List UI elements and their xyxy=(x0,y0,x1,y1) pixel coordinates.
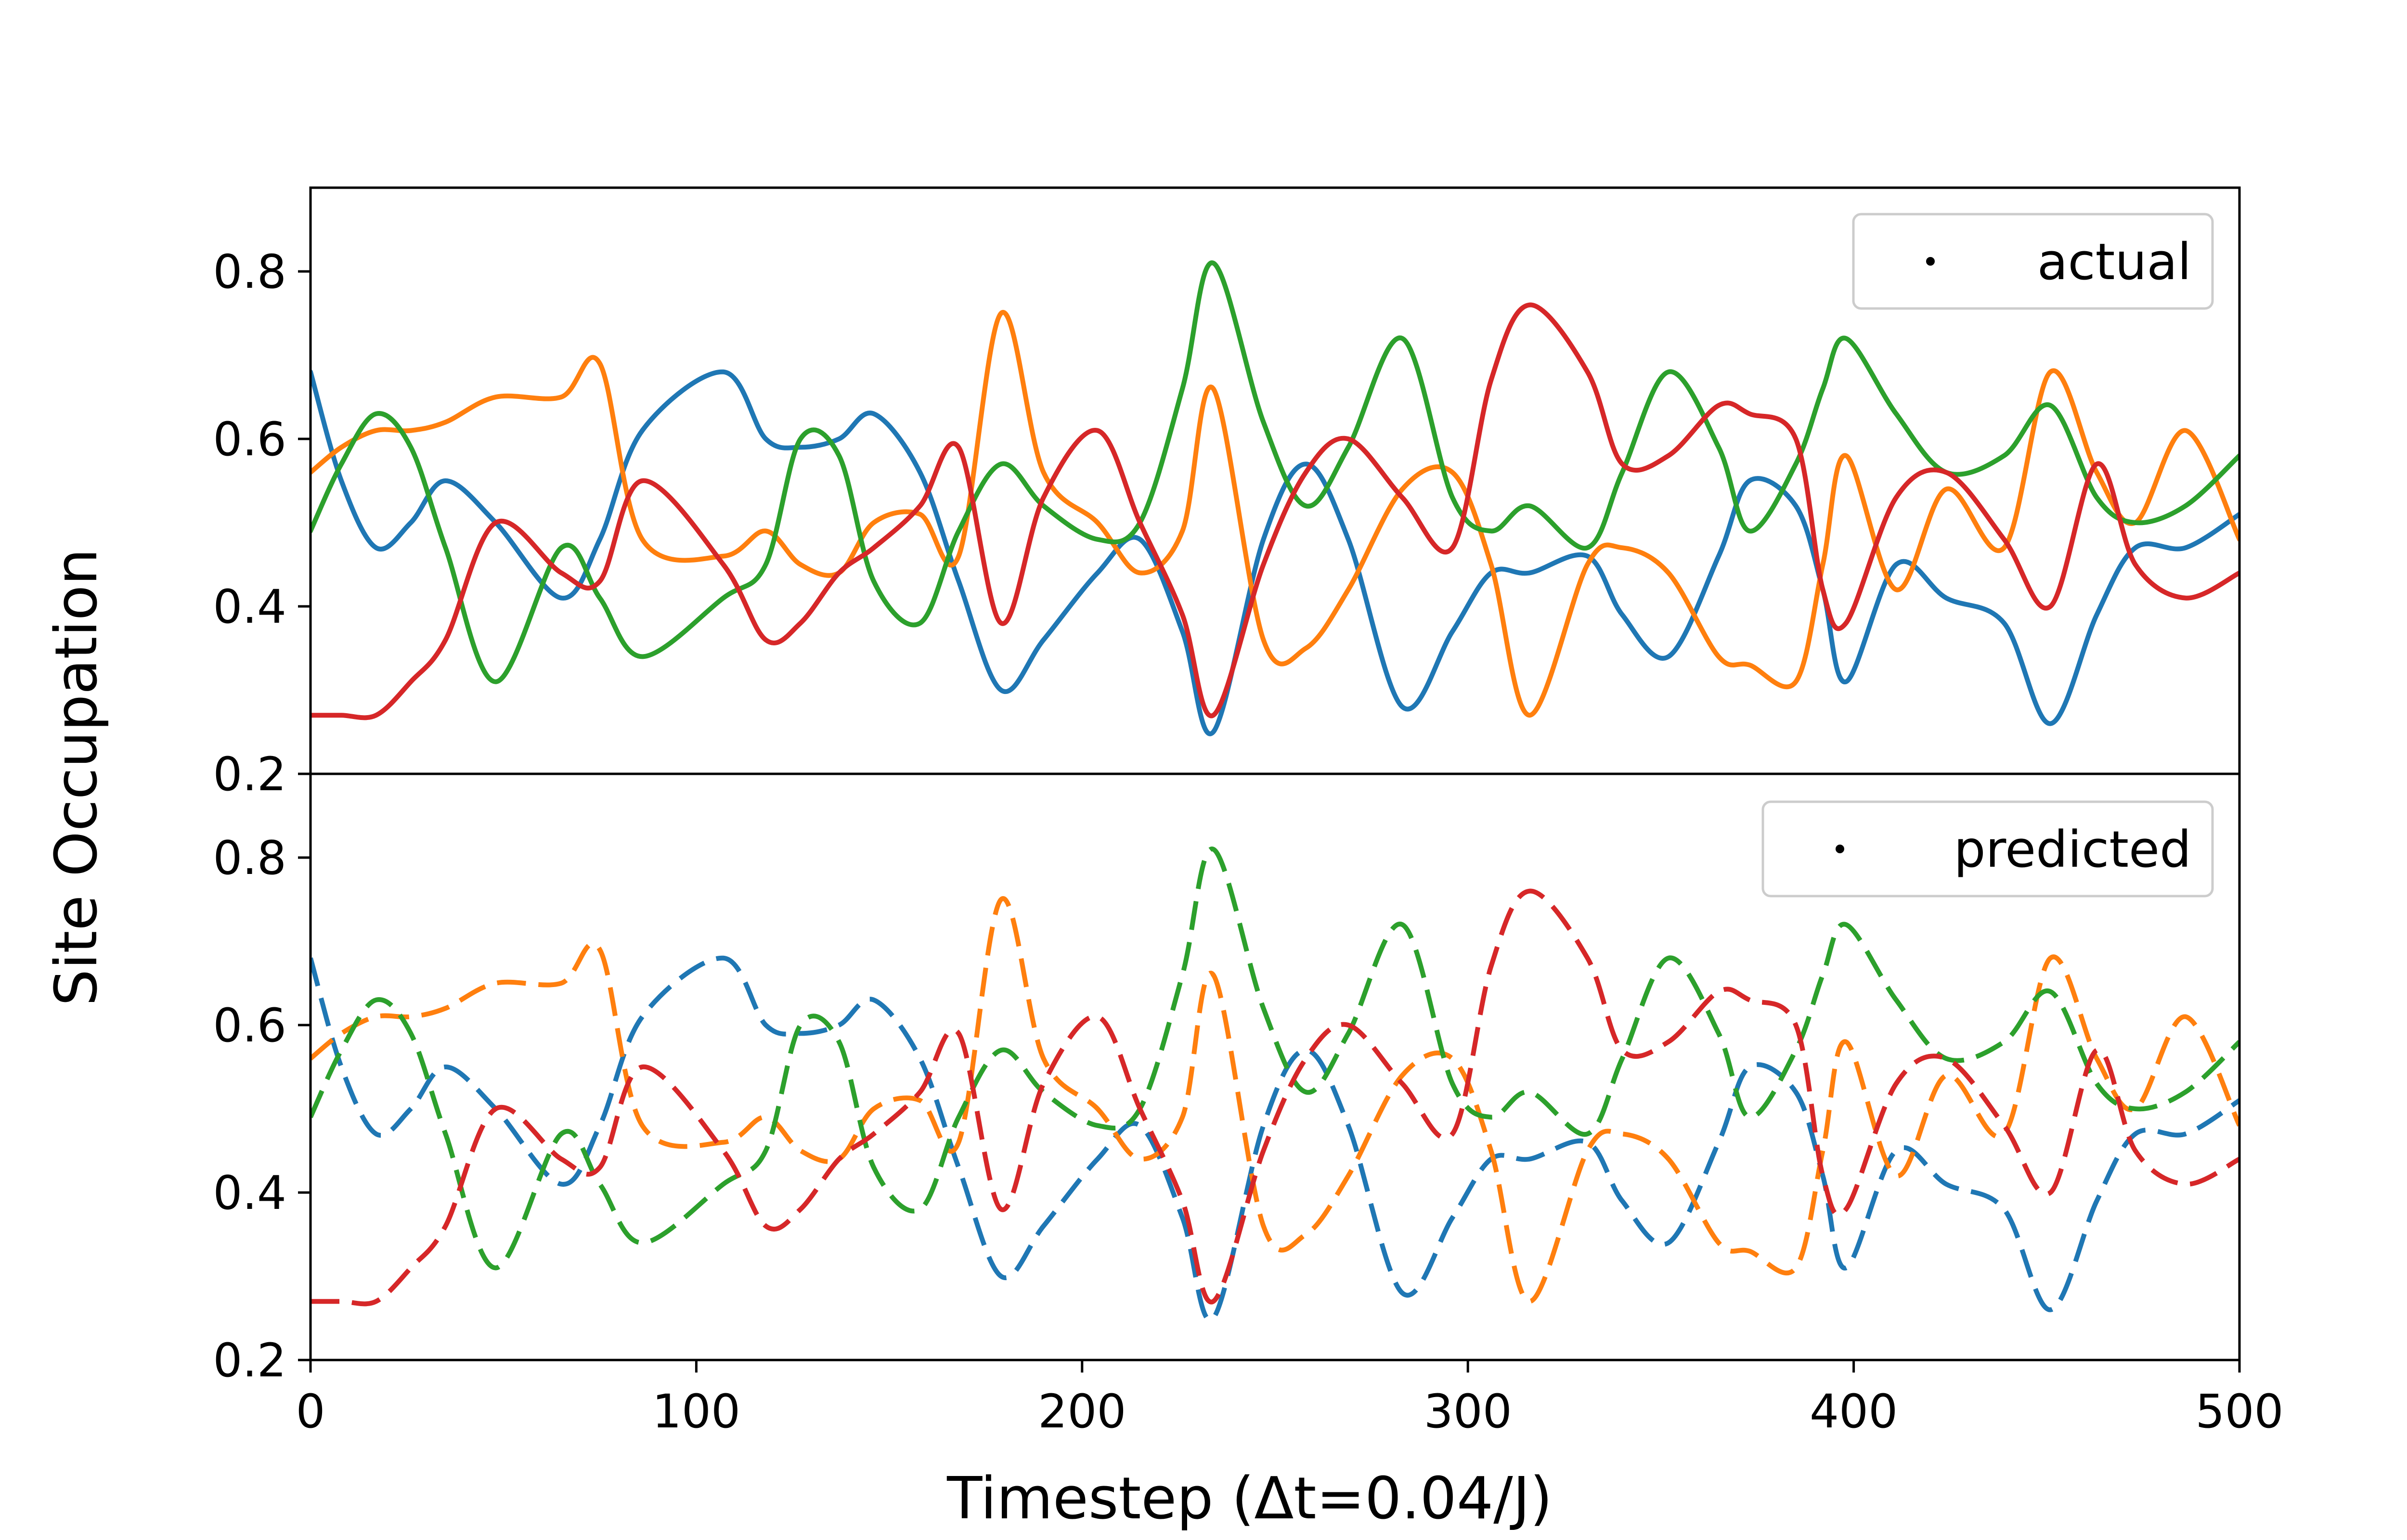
x-tick-label: 500 xyxy=(2195,1385,2283,1438)
legend-frame xyxy=(1852,213,2214,310)
y-tick-label: 0.4 xyxy=(213,1166,286,1220)
x-tick-label: 400 xyxy=(1810,1385,1898,1438)
legend-frame xyxy=(1761,800,2214,898)
x-tick-label: 0 xyxy=(296,1385,325,1438)
y-tick-label: 0.4 xyxy=(213,580,286,634)
x-axis-label: Timestep (Δt=0.04/J) xyxy=(946,1465,1553,1532)
legend: actual xyxy=(1852,213,2214,310)
legend-marker xyxy=(1836,845,1844,853)
series-line-bottom-3 xyxy=(311,847,2239,1270)
series-group xyxy=(311,260,2239,736)
series-line-bottom-1 xyxy=(311,955,2239,1322)
legend-label: actual xyxy=(2037,232,2191,291)
y-tick-label: 0.6 xyxy=(213,999,286,1052)
legend-marker xyxy=(1926,257,1935,266)
legend: predicted xyxy=(1761,800,2214,898)
legend-label: predicted xyxy=(1954,820,2191,879)
y-tick-label: 0.2 xyxy=(213,1334,286,1387)
panel-bottom: 0.2 0.4 0.6 0.8 predicted xyxy=(213,772,2241,1387)
y-axis-label: Site Occupation xyxy=(43,549,110,1006)
series-line-top-2 xyxy=(311,309,2239,718)
y-tick-label: 0.8 xyxy=(213,245,286,299)
series-line-top-4 xyxy=(311,302,2239,720)
panel-top: 0.2 0.4 0.6 0.8 actual xyxy=(213,186,2241,801)
x-tick-label: 200 xyxy=(1038,1385,1126,1438)
series-line-bottom-2 xyxy=(311,896,2239,1304)
plot-frame xyxy=(309,772,2241,1361)
series-line-top-3 xyxy=(311,260,2239,684)
series-group xyxy=(311,847,2239,1322)
y-tick-label: 0.8 xyxy=(213,831,286,885)
series-line-bottom-4 xyxy=(311,888,2239,1307)
x-tick-label: 100 xyxy=(652,1385,740,1438)
y-tick-label: 0.2 xyxy=(213,747,286,801)
y-tick-label: 0.6 xyxy=(213,412,286,466)
x-tick-label: 300 xyxy=(1424,1385,1512,1438)
